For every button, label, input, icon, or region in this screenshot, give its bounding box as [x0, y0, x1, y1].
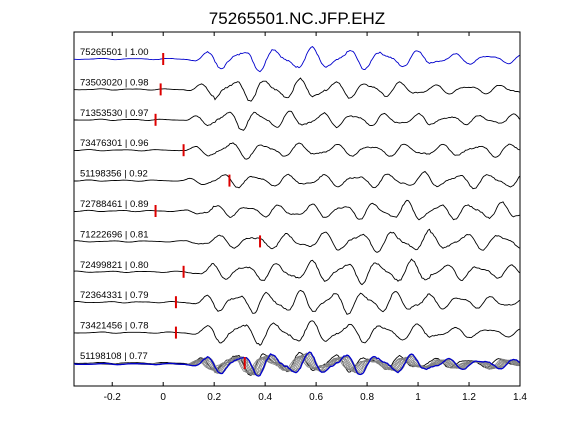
x-tick-label: 1.2: [462, 392, 476, 403]
x-tick-label: 0: [160, 392, 166, 403]
trace-line: [74, 170, 520, 190]
trace-label: 72788461 | 0.89: [80, 199, 149, 210]
trace-label-group: 75265501 | 1.00 73503020 | 0.98 71353530 |…: [80, 47, 149, 362]
trace-label: 71353530 | 0.97: [80, 108, 149, 119]
trace-line: [74, 320, 520, 346]
trace-label: 71222696 | 0.81: [80, 229, 149, 240]
x-tick-label: -0.2: [104, 392, 122, 403]
trace-line: [73, 77, 520, 102]
trace-label: 51198108 | 0.77: [80, 351, 148, 362]
trace-line: [73, 199, 520, 221]
trace-line: [74, 142, 520, 160]
trace-line: [73, 258, 520, 286]
trace-label: 73476301 | 0.96: [80, 138, 149, 149]
pick-marker-group: [154, 53, 262, 369]
x-tick-label: 0.4: [258, 392, 272, 403]
x-tick-label: 0.2: [207, 392, 221, 403]
trace-line: [73, 228, 520, 253]
trace-label: 73503020 | 0.98: [80, 77, 149, 88]
x-tick-label: 1: [415, 392, 421, 403]
x-tick-label: 0.8: [360, 392, 374, 403]
x-tick-label: 1.4: [513, 392, 527, 403]
trace-label: 72499821 | 0.80: [80, 260, 149, 271]
x-axis-ticks: -0.2 0 0.2 0.4 0.6 0.8 1 1.2 1.4: [104, 32, 527, 403]
trace-label: 72364331 | 0.79: [80, 290, 149, 301]
chart-title: 75265501.NC.JFP.EHZ: [209, 9, 385, 28]
trace-label: 75265501 | 1.00: [80, 47, 149, 58]
stack-reference-line: [73, 351, 520, 377]
x-tick-label: 0.6: [309, 392, 323, 403]
plot-frame: [73, 31, 521, 387]
trace-line: [73, 110, 520, 131]
trace-line: [74, 46, 520, 73]
trace-line: [73, 289, 520, 315]
trace-group: [73, 46, 520, 377]
trace-label: 73421456 | 0.78: [80, 321, 149, 332]
trace-label: 51198356 | 0.92: [80, 169, 148, 180]
